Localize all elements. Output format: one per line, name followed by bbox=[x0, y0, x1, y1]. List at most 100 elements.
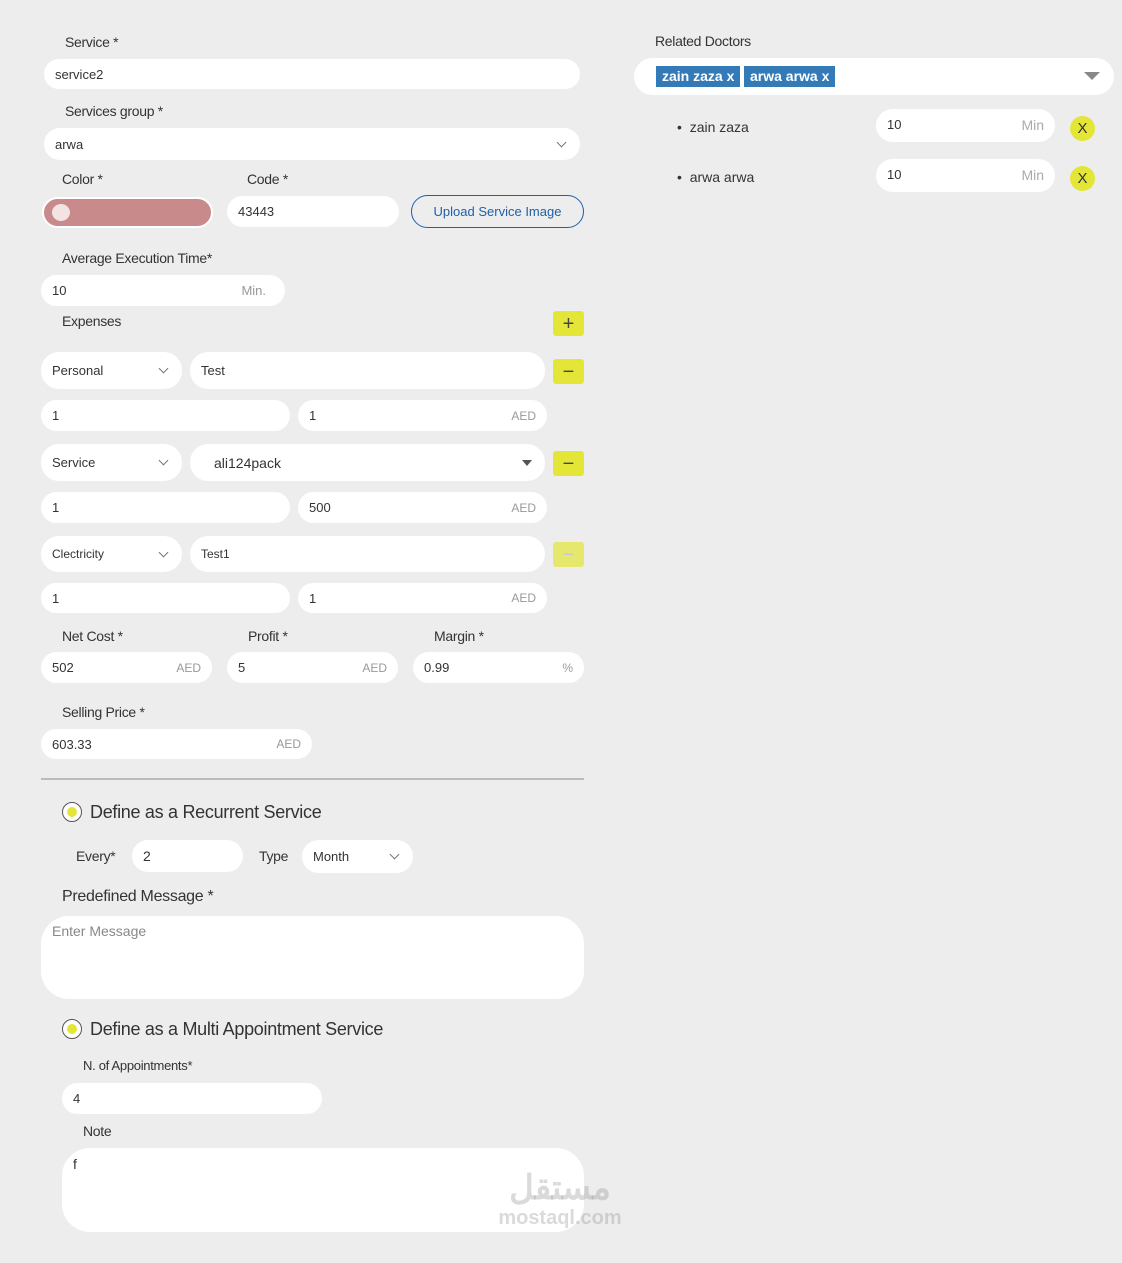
service-input[interactable]: service2 bbox=[44, 59, 580, 89]
recurrent-radio[interactable] bbox=[62, 802, 82, 822]
doctor-row: • zain zaza bbox=[677, 119, 749, 135]
net-cost-label: Net Cost * bbox=[62, 628, 123, 644]
selling-price-input[interactable]: 603.33 AED bbox=[41, 729, 312, 759]
expense-type-value: Clectricity bbox=[52, 547, 105, 561]
color-picker[interactable] bbox=[42, 197, 213, 228]
currency-suffix: AED bbox=[176, 660, 201, 675]
expense-amount-value: 1 bbox=[309, 590, 317, 606]
doctor-time-input[interactable]: 10 Min bbox=[876, 159, 1055, 192]
expense-amount-input[interactable]: 500 AED bbox=[298, 492, 547, 523]
predefined-message-textarea[interactable]: Enter Message bbox=[41, 916, 584, 999]
expense-name-value: ali124pack bbox=[214, 454, 281, 471]
chevron-down-icon bbox=[158, 547, 169, 557]
margin-value: 0.99 bbox=[424, 660, 450, 675]
expense-name-value: Test bbox=[201, 363, 225, 378]
min-suffix: Min bbox=[1021, 167, 1044, 183]
every-input[interactable]: 2 bbox=[132, 840, 243, 872]
profit-value: 5 bbox=[238, 660, 246, 675]
profit-label: Profit * bbox=[248, 628, 288, 644]
services-group-value: arwa bbox=[55, 136, 84, 152]
remove-doctor-button[interactable]: X bbox=[1070, 116, 1095, 141]
code-input[interactable]: 43443 bbox=[227, 196, 399, 227]
profit-input[interactable]: 5 AED bbox=[227, 652, 398, 683]
avg-time-input[interactable]: 10 Min. bbox=[41, 275, 285, 306]
currency-suffix: AED bbox=[511, 408, 536, 423]
doctor-time-value: 10 bbox=[887, 167, 902, 182]
caret-down-icon bbox=[1084, 72, 1100, 80]
avg-time-suffix: Min. bbox=[241, 283, 266, 298]
multi-appointment-radio[interactable] bbox=[62, 1019, 82, 1039]
remove-expense-button[interactable]: − bbox=[553, 451, 584, 476]
expense-type-select[interactable]: Clectricity bbox=[41, 536, 182, 572]
remove-expense-button[interactable]: − bbox=[553, 359, 584, 384]
chevron-down-icon bbox=[158, 455, 169, 466]
note-label: Note bbox=[83, 1123, 112, 1139]
note-value: f bbox=[73, 1156, 77, 1172]
expense-qty-input[interactable]: 1 bbox=[41, 492, 290, 523]
expense-type-select[interactable]: Service bbox=[41, 444, 182, 481]
add-expense-button[interactable]: + bbox=[553, 311, 584, 336]
doctor-tag[interactable]: arwa arwa x bbox=[744, 66, 836, 87]
selling-price-label: Selling Price * bbox=[62, 704, 145, 720]
minus-icon: − bbox=[562, 543, 575, 566]
predefined-message-label: Predefined Message * bbox=[62, 888, 214, 905]
percent-suffix: % bbox=[562, 660, 573, 675]
expense-qty-input[interactable]: 1 bbox=[41, 400, 290, 431]
expense-amount-value: 500 bbox=[309, 500, 331, 515]
type-label: Type bbox=[259, 848, 289, 864]
expense-amount-input[interactable]: 1 AED bbox=[298, 583, 547, 613]
expense-name-input[interactable]: Test1 bbox=[190, 536, 545, 572]
margin-input[interactable]: 0.99% bbox=[413, 652, 584, 683]
avg-time-value: 10 bbox=[52, 283, 67, 298]
net-cost-value: 502 bbox=[52, 660, 74, 675]
appointments-count-label: N. of Appointments* bbox=[83, 1058, 193, 1073]
doctor-time-input[interactable]: 10 Min bbox=[876, 109, 1055, 142]
note-textarea[interactable]: f bbox=[62, 1148, 584, 1232]
palette-icon bbox=[52, 204, 70, 221]
expense-type-select[interactable]: Personal bbox=[41, 352, 182, 389]
currency-suffix: AED bbox=[362, 660, 387, 675]
minus-icon: − bbox=[562, 452, 575, 475]
expense-qty-input[interactable]: 1 bbox=[41, 583, 290, 613]
doctor-name: arwa arwa bbox=[689, 169, 755, 185]
service-value: service2 bbox=[55, 66, 104, 82]
upload-service-image-button[interactable]: Upload Service Image bbox=[411, 195, 584, 228]
multi-appointment-label: Define as a Multi Appointment Service bbox=[90, 1019, 384, 1039]
recurrent-label: Define as a Recurrent Service bbox=[90, 802, 322, 822]
expense-amount-input[interactable]: 1 AED bbox=[298, 400, 547, 431]
every-label: Every* bbox=[76, 848, 116, 864]
service-label: Service * bbox=[65, 34, 119, 50]
type-value: Month bbox=[313, 849, 350, 864]
selling-price-value: 603.33 bbox=[52, 736, 92, 752]
avg-time-label: Average Execution Time* bbox=[62, 250, 213, 266]
plus-icon: + bbox=[562, 312, 575, 335]
chevron-down-icon bbox=[158, 363, 169, 374]
related-doctors-label: Related Doctors bbox=[655, 33, 751, 49]
remove-doctor-button[interactable]: X bbox=[1070, 166, 1095, 191]
margin-label: Margin * bbox=[434, 628, 484, 644]
services-group-select[interactable]: arwa bbox=[44, 128, 580, 160]
doctor-tag[interactable]: zain zaza x bbox=[656, 66, 741, 87]
net-cost-input[interactable]: 502 AED bbox=[41, 652, 212, 683]
type-select[interactable]: Month bbox=[302, 840, 413, 873]
appointments-count-input[interactable]: 4 bbox=[62, 1083, 322, 1114]
expense-name-value: Test1 bbox=[201, 547, 230, 561]
expense-type-value: Personal bbox=[52, 363, 104, 378]
doctor-time-value: 10 bbox=[887, 117, 902, 132]
expenses-label: Expenses bbox=[62, 313, 122, 329]
expense-qty-value: 1 bbox=[52, 408, 60, 423]
currency-suffix: AED bbox=[511, 500, 536, 515]
message-placeholder: Enter Message bbox=[52, 923, 147, 939]
services-group-label: Services group * bbox=[65, 103, 163, 119]
expense-name-input[interactable]: Test bbox=[190, 352, 545, 389]
minus-icon: − bbox=[562, 360, 575, 383]
expense-type-value: Service bbox=[52, 455, 96, 470]
expense-qty-value: 1 bbox=[52, 500, 60, 515]
expense-service-select[interactable]: ali124pack bbox=[190, 444, 545, 481]
currency-suffix: AED bbox=[511, 591, 536, 605]
remove-expense-button[interactable]: − bbox=[553, 542, 584, 567]
doctor-row: • arwa arwa bbox=[677, 169, 755, 185]
watermark-logo: مستقل mostaql.com bbox=[498, 1169, 622, 1229]
chevron-down-icon bbox=[389, 849, 400, 860]
chevron-down-icon bbox=[556, 137, 567, 147]
